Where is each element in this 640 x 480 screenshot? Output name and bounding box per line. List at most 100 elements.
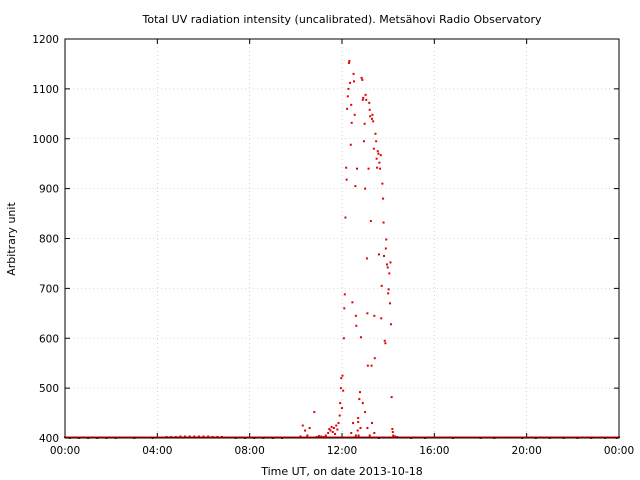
x-tick-label: 00:00	[50, 445, 80, 457]
data-point	[338, 414, 341, 417]
baseline-point	[383, 436, 386, 438]
baseline-point	[239, 436, 242, 438]
data-point	[351, 301, 354, 304]
baseline-point	[272, 436, 275, 438]
baseline-point	[241, 436, 244, 438]
baseline-point	[427, 436, 430, 438]
baseline-point	[521, 436, 524, 438]
baseline-point	[276, 436, 279, 438]
baseline-point	[494, 436, 497, 438]
baseline-point	[93, 436, 96, 438]
baseline-point	[512, 436, 515, 438]
baseline-point	[237, 436, 240, 438]
data-point	[365, 257, 368, 260]
baseline-point	[490, 436, 493, 438]
data-point	[346, 95, 349, 98]
baseline-point	[429, 436, 432, 438]
baseline-point	[304, 436, 307, 438]
data-point	[368, 108, 371, 111]
baseline-point	[437, 436, 440, 438]
baseline-point	[270, 436, 273, 438]
data-point	[334, 433, 337, 436]
baseline-point	[254, 436, 257, 438]
baseline-point	[333, 436, 336, 438]
baseline-point	[470, 436, 473, 438]
baseline-point	[244, 436, 247, 438]
baseline-point	[154, 436, 157, 438]
baseline-point	[65, 436, 68, 438]
data-point	[380, 284, 383, 287]
baseline-point	[150, 436, 153, 438]
data-point	[328, 428, 331, 431]
baseline-point	[420, 436, 423, 438]
baseline-point	[91, 436, 94, 438]
data-point	[358, 398, 361, 401]
baseline-point	[283, 436, 286, 438]
baseline-point	[584, 436, 587, 438]
data-point	[357, 417, 360, 420]
baseline-point	[401, 436, 404, 438]
data-point	[387, 292, 390, 295]
data-point	[356, 429, 359, 432]
data-point	[313, 411, 316, 414]
baseline-point	[300, 436, 303, 438]
baseline-point	[156, 436, 159, 438]
baseline-point	[211, 436, 214, 438]
baseline-point	[446, 436, 449, 438]
baseline-point	[315, 436, 318, 438]
baseline-point	[390, 436, 393, 438]
baseline-point	[132, 436, 135, 438]
baseline-point	[366, 436, 369, 438]
ticks-layer: 00:00 04:00 08:00 12:00 16:00 20:00 00:0040050…	[32, 34, 634, 457]
baseline-point	[394, 436, 397, 438]
baseline-point	[274, 436, 277, 438]
baseline-point	[335, 436, 338, 438]
baseline-point	[579, 436, 582, 438]
baseline-point	[318, 436, 321, 438]
data-point	[353, 113, 356, 116]
data-point	[361, 402, 364, 405]
data-point	[377, 152, 380, 155]
data-point	[370, 364, 373, 367]
baseline-point	[112, 436, 115, 438]
data-point	[306, 434, 309, 437]
y-tick-label: 700	[39, 283, 59, 295]
data-point	[360, 76, 363, 79]
baseline-point	[590, 436, 593, 438]
baseline-point	[69, 436, 72, 438]
data-point	[352, 422, 355, 425]
data-point	[347, 87, 350, 90]
data-point	[350, 103, 353, 106]
baseline-point	[191, 436, 194, 438]
data-point	[371, 422, 374, 425]
baseline-point	[377, 436, 380, 438]
data-point	[378, 161, 381, 164]
data-point	[359, 427, 362, 430]
data-point	[385, 238, 388, 241]
baseline-point	[228, 436, 231, 438]
data-point	[389, 261, 392, 264]
data-point	[391, 428, 394, 431]
points-layer	[64, 59, 620, 439]
baseline-point	[152, 436, 155, 438]
baseline-point	[185, 436, 188, 438]
baseline-point	[461, 436, 464, 438]
y-tick-label: 500	[39, 383, 59, 395]
data-point	[369, 115, 372, 118]
baseline-point	[182, 436, 185, 438]
data-point	[392, 434, 395, 437]
baseline-point	[82, 436, 85, 438]
baseline-point	[361, 436, 364, 438]
baseline-point	[108, 436, 111, 438]
baseline-point	[224, 436, 227, 438]
baseline-point	[167, 436, 170, 438]
baseline-point	[376, 436, 379, 438]
y-tick-label: 600	[39, 333, 59, 345]
baseline-point	[433, 436, 436, 438]
data-point	[341, 407, 343, 410]
baseline-point	[581, 436, 584, 438]
baseline-point	[555, 436, 558, 438]
baseline-point	[99, 436, 102, 438]
baseline-point	[86, 436, 89, 438]
data-point	[379, 167, 382, 170]
